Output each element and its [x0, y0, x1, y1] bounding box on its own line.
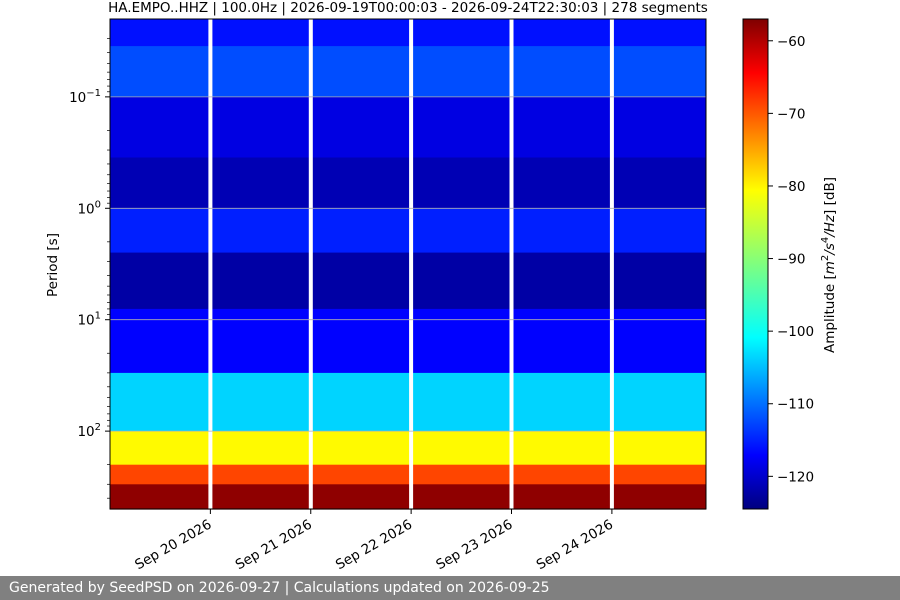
data-gap-0	[208, 19, 213, 509]
x-tick-label-4: Sep 24 2026	[534, 517, 616, 574]
x-tick-label-0: Sep 20 2026	[132, 517, 214, 574]
heatmap-band-3	[110, 157, 706, 209]
colorbar	[742, 18, 769, 510]
y-tick-label-2: 101	[77, 311, 101, 329]
heatmap-band-7	[110, 372, 706, 432]
y-tick-label-3: 102	[77, 422, 101, 440]
colorbar-tick-label-2: −80	[777, 179, 806, 195]
data-gap-4	[609, 19, 614, 509]
colorbar-tick-label-0: −60	[777, 34, 806, 50]
colorbar-tick-label-4: −100	[777, 324, 814, 340]
colorbar-tick-label-1: −70	[777, 106, 806, 122]
x-axis: Sep 20 2026 Sep 21 2026 Sep 22 2026 Sep 23 …	[132, 509, 616, 573]
footer-text: Generated by SeedPSD on 2026-09-27 | Cal…	[0, 576, 900, 600]
x-tick-label-1: Sep 21 2026	[233, 517, 315, 574]
x-tick-label-3: Sep 23 2026	[433, 517, 515, 574]
heatmap-band-6	[110, 308, 706, 374]
data-gap-3	[509, 19, 514, 509]
y-axis: 10−1 100 101 102	[69, 38, 110, 499]
colorbar-label: Amplitude [m2/s4/Hz] [dB]	[820, 177, 838, 353]
grid-lines	[110, 96, 706, 432]
heatmap-band-10	[110, 484, 706, 510]
plot-frame	[109, 18, 707, 510]
heatmap-band-1	[110, 46, 706, 98]
y-tick-label-1: 100	[77, 199, 101, 217]
colorbar-tick-label-6: −120	[777, 469, 814, 485]
data-gap-2	[409, 19, 414, 509]
data-gap-1	[308, 19, 313, 509]
heatmap-band-5	[110, 252, 706, 310]
heatmap-band-0	[110, 19, 706, 47]
data-gaps	[208, 19, 614, 509]
heatmap-band-8	[110, 431, 706, 466]
heatmap-layer	[110, 19, 706, 510]
chart-title: HA.EMPO..HHZ | 100.0Hz | 2026-09-19T00:0…	[108, 0, 708, 16]
y-tick-label-0: 10−1	[69, 88, 101, 106]
x-tick-label-2: Sep 22 2026	[333, 517, 415, 574]
colorbar-axis: −60 −70 −80 −90 −100 −110 −120	[768, 34, 814, 485]
colorbar-tick-label-5: −110	[777, 397, 814, 413]
colorbar-tick-label-3: −90	[777, 252, 806, 268]
y-axis-label: Period [s]	[45, 233, 61, 297]
heatmap-band-4	[110, 208, 706, 254]
heatmap-band-9	[110, 464, 706, 485]
heatmap-band-2	[110, 96, 706, 159]
